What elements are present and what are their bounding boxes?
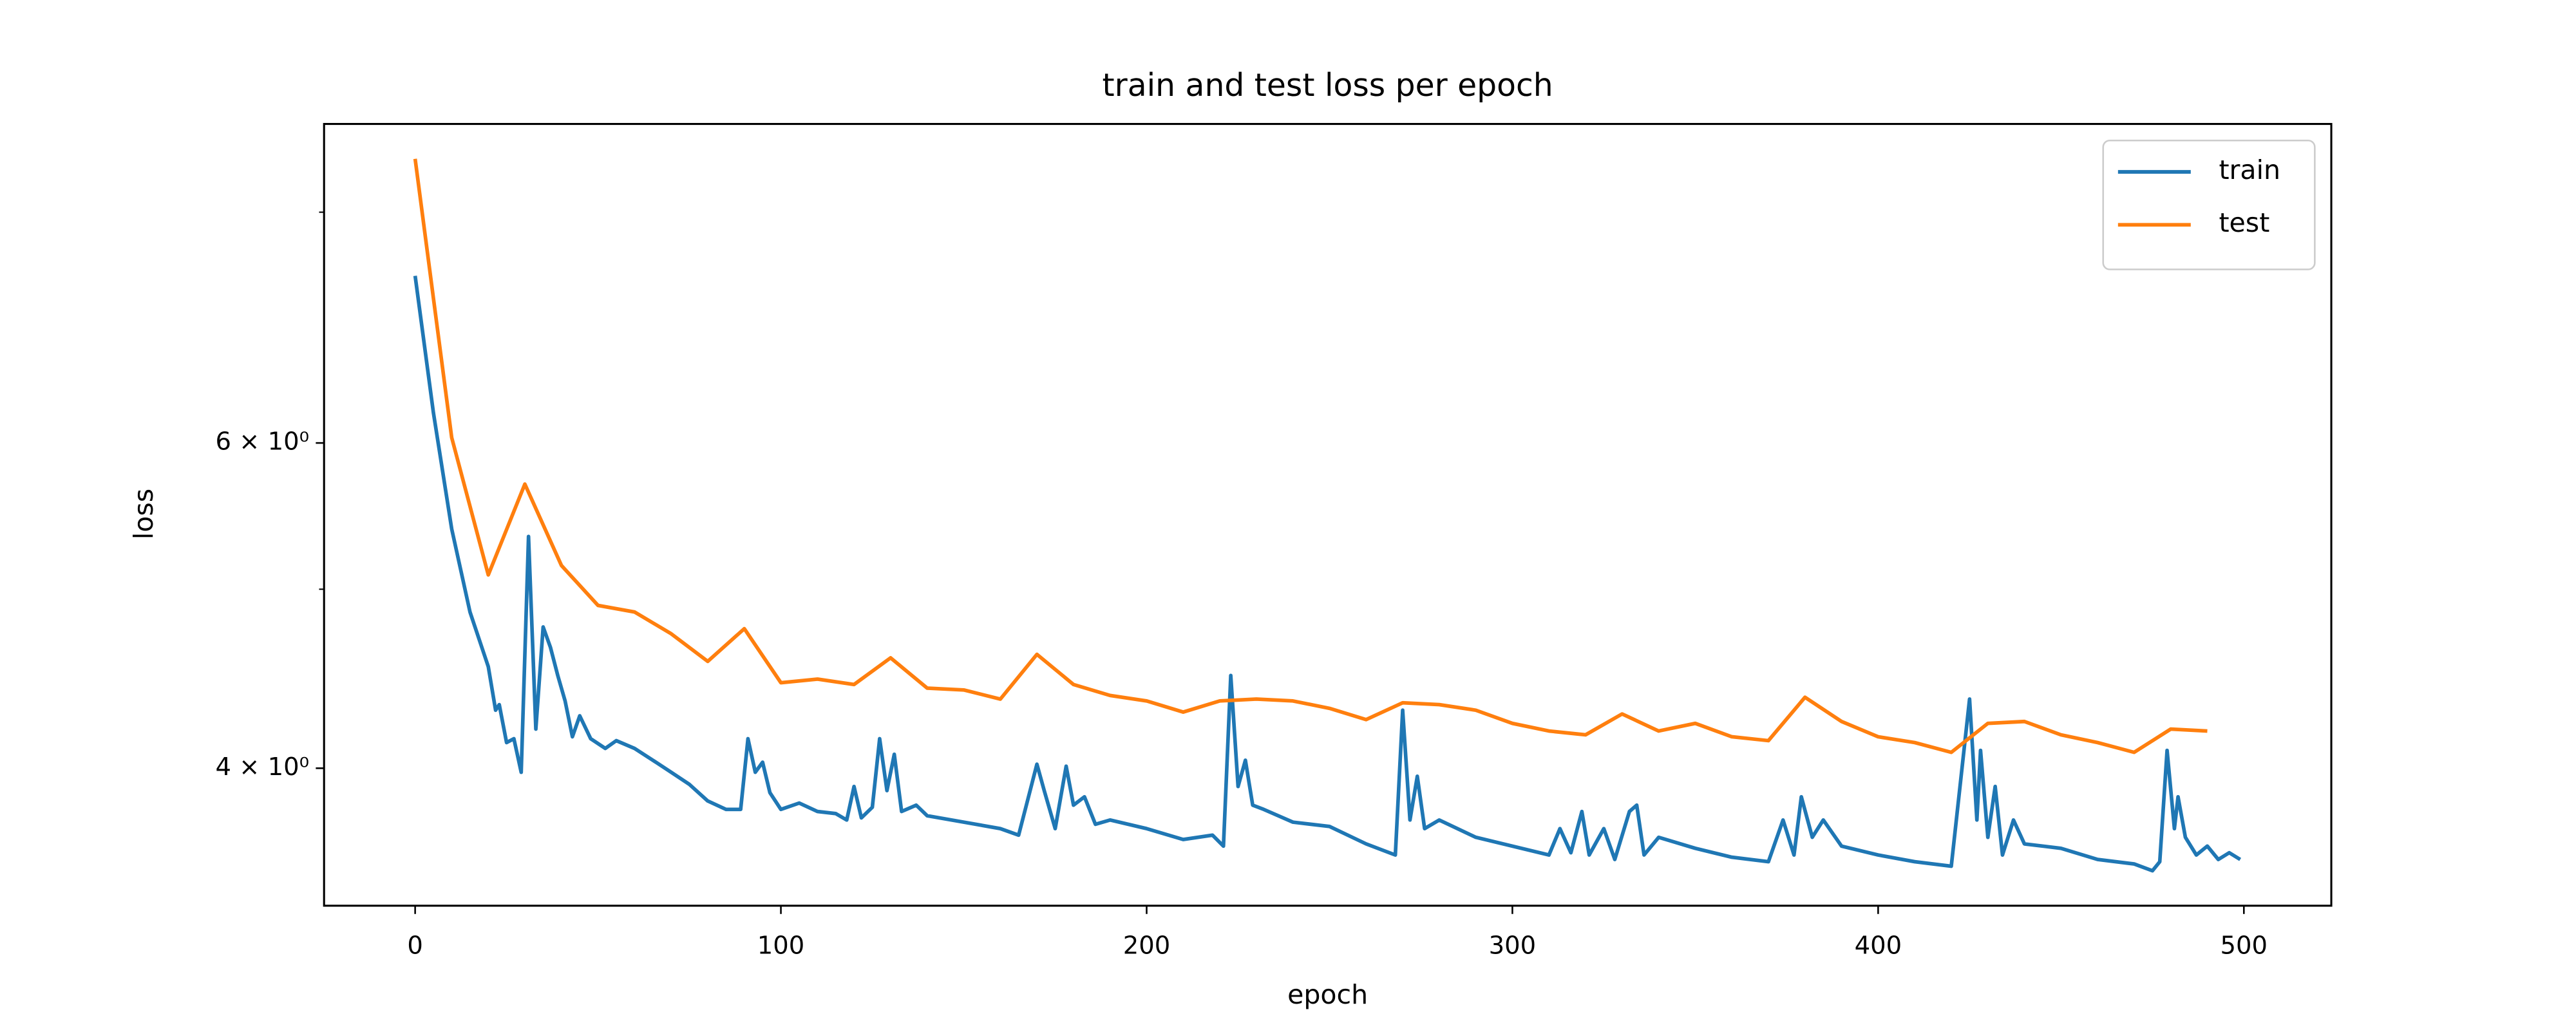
legend-label: train xyxy=(2219,154,2280,185)
y-tick-label: 4 × 10⁰ xyxy=(215,753,309,782)
x-tick-label: 300 xyxy=(1489,932,1536,960)
x-tick-label: 100 xyxy=(757,932,805,960)
x-tick-label: 200 xyxy=(1123,932,1171,960)
legend-box xyxy=(2102,139,2316,270)
y-tick-label: 6 × 10⁰ xyxy=(215,427,309,456)
line-series xyxy=(413,276,2242,873)
x-tick-label: 500 xyxy=(2221,932,2268,960)
plot-frame xyxy=(323,123,2333,907)
x-tick-label: 400 xyxy=(1855,932,1902,960)
x-axis-label: epoch xyxy=(1287,979,1368,1010)
x-tick-label: 0 xyxy=(407,932,423,960)
legend: train test xyxy=(2102,139,2316,270)
line-series xyxy=(413,158,2208,754)
chart-title: train and test loss per epoch xyxy=(1103,67,1553,104)
legend-label: test xyxy=(2219,207,2269,238)
y-axis-label: loss xyxy=(128,489,159,539)
